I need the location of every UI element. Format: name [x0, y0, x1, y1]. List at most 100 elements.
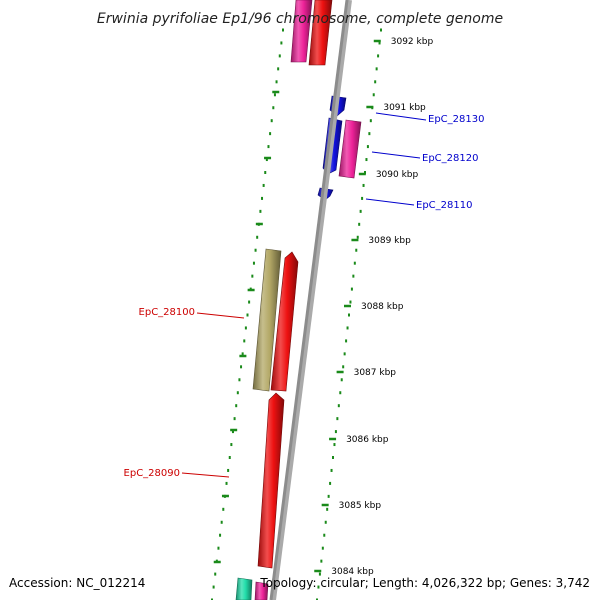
tick-marks-layer: 3092 kbp 3091 kbp 3090 kbp 3089 kbp 3088 kbp…: [213, 37, 434, 577]
gene-EpC_28090[interactable]: [257, 392, 285, 569]
rail-dot: [364, 171, 366, 174]
rail-dot: [240, 365, 243, 369]
rail-dot: [270, 119, 273, 123]
rail-dot: [336, 417, 339, 421]
rail-dot: [259, 209, 262, 213]
rail-dot: [377, 54, 380, 58]
rail-dot: [251, 274, 254, 278]
accession-text: Accession: NC_012214: [9, 576, 145, 590]
topology-text: Topology: circular; Length: 4,026,322 bp…: [259, 576, 590, 590]
rail-dot: [321, 546, 324, 550]
rail-dot: [212, 585, 215, 589]
rail-dot: [217, 546, 220, 550]
rail-dot: [329, 481, 332, 485]
gene-EpC_28100-olive[interactable]: [252, 248, 282, 392]
gene-shape: [235, 577, 253, 600]
rail-dot: [345, 339, 348, 343]
rail-dot: [228, 456, 231, 459]
rail-dot: [317, 585, 320, 589]
rail-dot: [362, 183, 365, 187]
gene-shape: [252, 248, 282, 392]
rail-dot: [343, 352, 346, 356]
gene-EpC_28100-red[interactable]: [270, 251, 299, 392]
leader-line: [365, 198, 415, 206]
gene-shape: [290, 0, 313, 63]
rail-dot: [358, 222, 361, 226]
gene-shape: [308, 0, 333, 66]
rail-dot: [333, 443, 336, 447]
rail-dot: [214, 572, 217, 576]
rail-dot: [231, 430, 234, 434]
rail-dot: [359, 209, 362, 213]
rail-dot: [277, 67, 280, 71]
rail-dot: [280, 41, 283, 45]
rail-dot: [326, 507, 329, 511]
gene-label-EpC_28130[interactable]: EpC_28130: [428, 114, 484, 125]
rail-dot: [275, 80, 278, 84]
rail-dot: [236, 391, 239, 395]
right-tick-rail: [316, 28, 382, 600]
tick-label: 3085 kbp: [339, 501, 382, 511]
rail-dot: [368, 132, 371, 136]
gene-pink-top[interactable]: [290, 0, 313, 63]
rail-dot: [374, 80, 377, 84]
rail-dot: [339, 391, 342, 395]
leader-line: [371, 151, 421, 159]
rail-dot: [334, 430, 337, 434]
gene-label-EpC_28110[interactable]: EpC_28110: [416, 200, 472, 211]
rail-dot: [355, 248, 358, 252]
rail-dot: [233, 417, 236, 421]
rail-dot: [375, 67, 378, 71]
rail-dot: [252, 261, 255, 265]
gene-shape: [257, 392, 285, 569]
tick-label: 3090 kbp: [376, 170, 419, 180]
rail-dot: [265, 158, 268, 162]
rail-dot: [346, 326, 349, 330]
rail-dot: [366, 145, 369, 149]
gene-labels-layer: EpC_28130 EpC_28120 EpC_28110 EpC_28100 EpC_…: [124, 114, 485, 479]
rail-dot: [342, 365, 345, 369]
rail-dot: [337, 404, 340, 408]
gene-label-EpC_28120[interactable]: EpC_28120: [422, 153, 478, 164]
rail-dot: [380, 28, 382, 32]
rail-dot: [269, 132, 272, 136]
rail-dot: [254, 248, 257, 252]
rail-dot: [248, 300, 251, 304]
rail-dot: [267, 145, 270, 149]
tick-label: 3092 kbp: [391, 37, 434, 47]
tick-label: 3084 kbp: [331, 567, 374, 577]
rail-dot: [348, 313, 350, 317]
rail-dot: [356, 235, 359, 239]
backbone-layer: [269, 0, 352, 600]
gene-teal-bottom[interactable]: [235, 577, 253, 600]
genome-title: Erwinia pyrifoliae Ep1/96 chromosome, co…: [97, 11, 503, 27]
rail-dot: [211, 598, 213, 600]
rail-dot: [243, 339, 246, 343]
rail-dot: [369, 119, 372, 123]
rail-dot: [222, 507, 225, 511]
gene-pink-bottom[interactable]: [254, 581, 269, 600]
rail-dot: [361, 196, 364, 200]
gene-EpC_28120-pink[interactable]: [338, 119, 362, 179]
backbone-core: [269, 0, 349, 600]
tick-label: 3087 kbp: [354, 368, 397, 378]
rail-dot: [282, 28, 284, 32]
rail-dot: [272, 106, 275, 110]
rail-dot: [238, 378, 241, 382]
gene-label-EpC_28100[interactable]: EpC_28100: [139, 307, 195, 318]
rail-dot: [235, 404, 238, 408]
rail-dot: [324, 520, 327, 524]
rail-dot: [219, 533, 222, 537]
rail-dot: [246, 313, 249, 317]
gene-shape: [338, 119, 362, 179]
gene-red-top[interactable]: [308, 0, 333, 66]
rail-dot: [261, 196, 264, 200]
rail-dot: [316, 598, 318, 600]
rail-dot: [230, 443, 233, 447]
gene-label-EpC_28090[interactable]: EpC_28090: [124, 468, 180, 479]
rail-dot: [256, 235, 259, 239]
rail-dot: [349, 300, 352, 304]
rail-dot: [350, 287, 353, 291]
